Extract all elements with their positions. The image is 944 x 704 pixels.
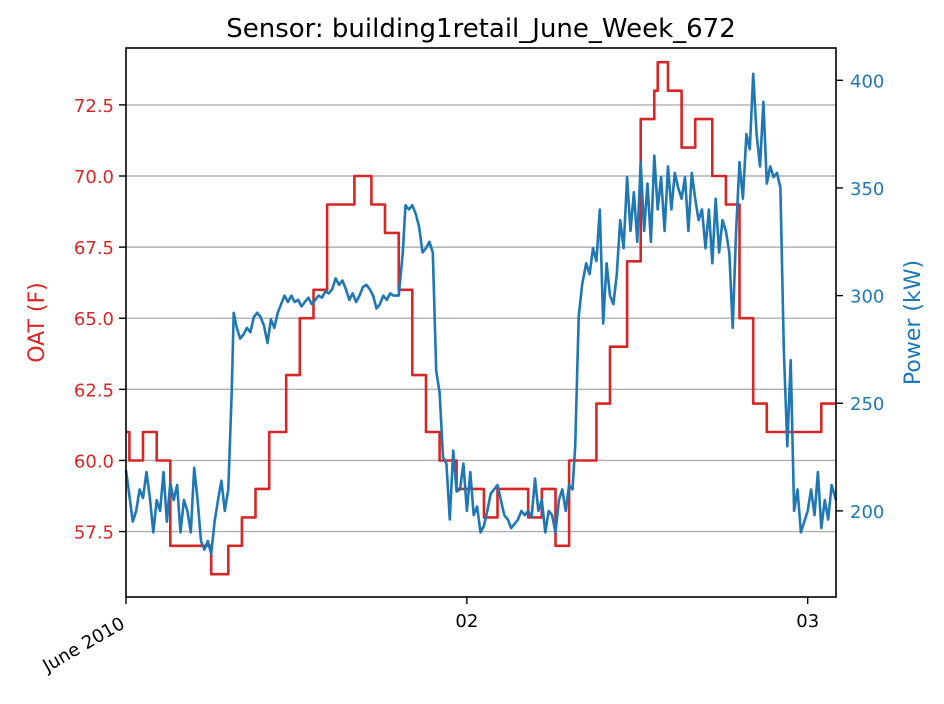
x-tick-label: 03 xyxy=(796,611,819,632)
series-layer xyxy=(124,60,838,576)
x-tick-label: 02 xyxy=(455,611,478,632)
y-axis-label-right: Power (kW) xyxy=(901,260,926,385)
y-tick-label-left: 67.5 xyxy=(74,238,114,259)
y-tick-label-right: 250 xyxy=(850,394,884,415)
chart-title: Sensor: building1retail_June_Week_672 xyxy=(226,14,736,44)
plot-area-frame xyxy=(125,47,837,598)
power-series-line xyxy=(124,72,838,556)
y-tick-label-left: 60.0 xyxy=(74,451,114,472)
y-tick-label-right: 200 xyxy=(850,502,884,523)
y-axis-label-left: OAT (F) xyxy=(25,282,50,363)
gridlines xyxy=(126,104,836,533)
y-tick-label-left: 72.5 xyxy=(74,96,114,117)
left-axis: 57.5 60.0 62.5 65.0 67.5 70.0 72.5 xyxy=(74,96,126,544)
y-tick-label-left: 62.5 xyxy=(74,380,114,401)
y-tick-label-right: 400 xyxy=(850,71,884,92)
y-tick-label-right: 350 xyxy=(850,179,884,200)
y-tick-label-right: 300 xyxy=(850,287,884,308)
oat-series-line xyxy=(126,60,836,576)
y-tick-label-left: 57.5 xyxy=(74,523,114,544)
right-axis: 200 250 300 350 400 xyxy=(836,71,884,523)
y-tick-label-left: 70.0 xyxy=(74,167,114,188)
y-tick-label-left: 65.0 xyxy=(74,309,114,330)
